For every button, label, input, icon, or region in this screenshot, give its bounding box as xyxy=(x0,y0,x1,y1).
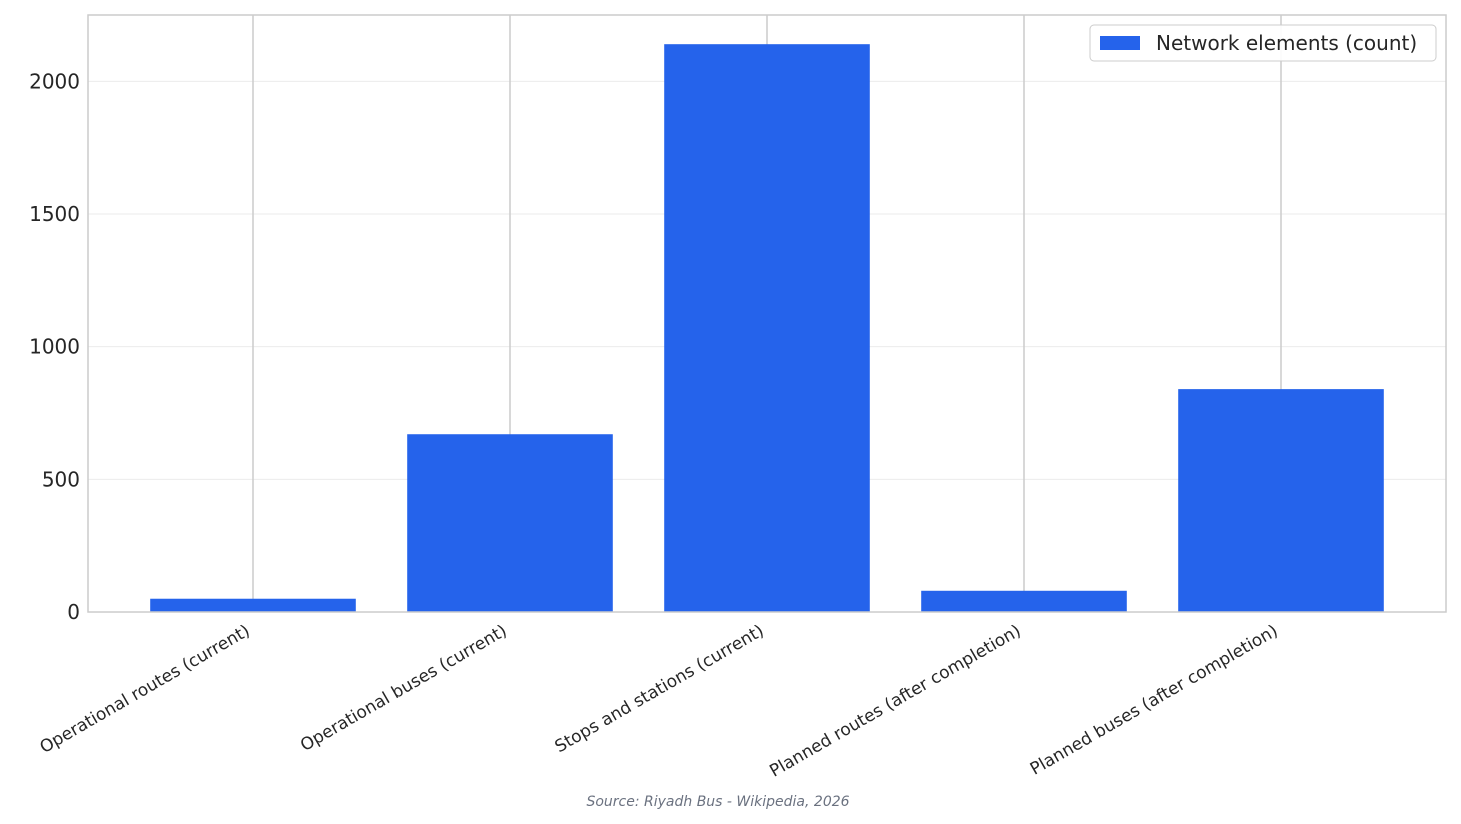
y-tick-label: 1500 xyxy=(29,202,80,226)
y-tick-label: 500 xyxy=(42,467,80,491)
y-tick-label: 1000 xyxy=(29,335,80,359)
bar xyxy=(150,598,356,612)
legend-swatch xyxy=(1100,36,1140,50)
legend-box xyxy=(1089,24,1437,62)
x-tick-label: Operational routes (current) xyxy=(37,621,254,758)
x-tick-label: Operational buses (current) xyxy=(297,621,510,756)
x-tick-label: Stops and stations (current) xyxy=(552,621,768,757)
x-tick-label: Planned routes (after completion) xyxy=(766,621,1024,782)
source-note: Source: Riyadh Bus - Wikipedia, 2026 xyxy=(586,794,849,810)
bar xyxy=(1178,389,1384,612)
y-tick-label: 2000 xyxy=(29,69,80,93)
plot-frame xyxy=(87,14,1447,613)
y-tick-label: 0 xyxy=(67,600,80,624)
bar xyxy=(407,434,613,612)
bar xyxy=(921,590,1127,612)
x-tick-label: Planned buses (after completion) xyxy=(1027,621,1282,780)
bar xyxy=(664,44,870,613)
legend-label: Network elements (count) xyxy=(1156,31,1417,55)
legend: Network elements (count) xyxy=(1089,24,1437,62)
